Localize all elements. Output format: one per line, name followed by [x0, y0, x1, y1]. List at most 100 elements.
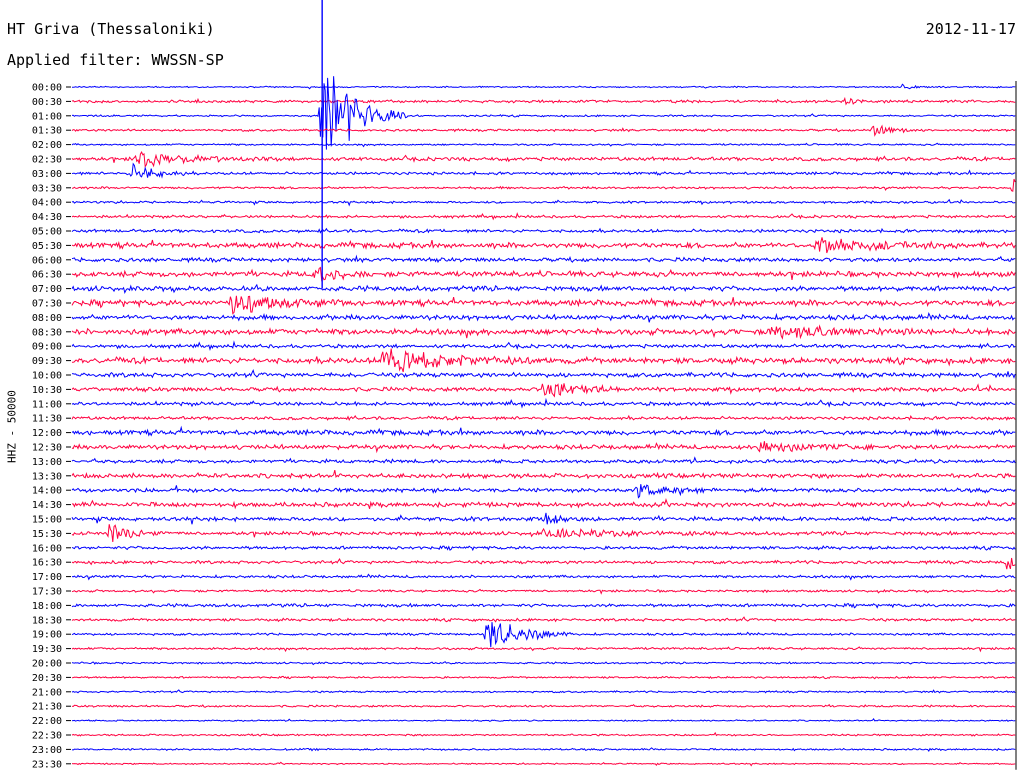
trace-line	[71, 646, 1016, 653]
trace-line	[71, 545, 1016, 552]
row-time-label: 08:00	[32, 313, 62, 324]
trace-line	[71, 340, 1016, 351]
trace-line	[71, 731, 1016, 737]
row-time-label: 18:30	[32, 615, 62, 626]
row-time-label: 14:30	[32, 500, 62, 511]
trace-line	[71, 703, 1016, 708]
trace-line	[71, 689, 1016, 694]
row-time-label: 00:00	[32, 83, 62, 94]
trace-line	[71, 369, 1016, 379]
row-time-label: 10:30	[32, 385, 62, 396]
trace-line	[71, 212, 1016, 221]
row-time-label: 23:30	[32, 759, 62, 770]
row-time-label: 08:30	[32, 327, 62, 338]
row-time-label: 09:00	[32, 342, 62, 353]
trace-line	[71, 227, 1016, 234]
trace-line	[71, 747, 1016, 753]
row-time-label: 19:00	[32, 630, 62, 641]
trace-line	[71, 661, 1016, 666]
trace-line	[71, 295, 1016, 315]
row-time-label: 13:30	[32, 471, 62, 482]
trace-line	[71, 311, 1016, 323]
trace-line	[71, 588, 1016, 595]
row-time-label: 20:30	[32, 673, 62, 684]
row-time-label: 03:30	[32, 183, 62, 194]
row-time-label: 16:30	[32, 558, 62, 569]
row-time-label: 23:00	[32, 745, 62, 756]
trace-line	[71, 76, 1016, 150]
trace-line	[71, 469, 1016, 480]
row-time-label: 12:30	[32, 443, 62, 454]
trace-line	[71, 441, 1016, 454]
trace-line	[71, 718, 1016, 722]
trace-line	[71, 96, 1016, 106]
trace-line	[71, 675, 1016, 680]
trace-line	[71, 425, 1016, 437]
row-time-label: 22:00	[32, 716, 62, 727]
row-time-label: 17:00	[32, 572, 62, 583]
trace-line	[71, 237, 1016, 254]
trace-line	[71, 198, 1016, 207]
row-time-label: 04:30	[32, 212, 62, 223]
row-time-label: 13:00	[32, 457, 62, 468]
trace-line	[71, 557, 1016, 570]
row-time-label: 12:00	[32, 428, 62, 439]
row-time-label: 00:30	[32, 97, 62, 108]
row-time-label: 07:30	[32, 299, 62, 310]
trace-line	[71, 761, 1016, 767]
row-time-label: 03:00	[32, 169, 62, 180]
row-time-label: 11:30	[32, 414, 62, 425]
trace-line	[71, 162, 1016, 179]
trace-line	[71, 414, 1016, 421]
trace-line	[71, 178, 1016, 192]
trace-line	[71, 616, 1016, 623]
trace-line	[71, 348, 1016, 373]
row-time-label: 05:30	[32, 241, 62, 252]
trace-line	[71, 456, 1016, 465]
trace-line	[71, 254, 1016, 264]
trace-line	[71, 324, 1016, 340]
row-time-label: 09:30	[32, 356, 62, 367]
row-time-label: 06:30	[32, 270, 62, 281]
trace-line	[71, 142, 1016, 148]
trace-line	[71, 512, 1016, 525]
trace-line	[71, 151, 1016, 168]
trace-line	[71, 498, 1016, 510]
row-time-label: 06:00	[32, 255, 62, 266]
row-time-label: 07:00	[32, 284, 62, 295]
station-title: HT Griva (Thessaloniki)	[7, 20, 215, 38]
row-time-label: 01:30	[32, 126, 62, 137]
row-time-label: 17:30	[32, 587, 62, 598]
trace-line	[71, 283, 1016, 295]
row-time-label: 20:00	[32, 659, 62, 670]
row-time-label: 16:00	[32, 543, 62, 554]
row-time-label: 05:00	[32, 227, 62, 238]
row-time-label: 04:00	[32, 198, 62, 209]
row-time-label: 21:30	[32, 702, 62, 713]
row-time-label: 19:30	[32, 644, 62, 655]
row-time-label: 18:00	[32, 601, 62, 612]
row-time-label: 01:00	[32, 111, 62, 122]
trace-line	[71, 573, 1016, 581]
trace-line	[71, 83, 1016, 90]
row-time-label: 21:00	[32, 687, 62, 698]
trace-line	[71, 266, 1016, 282]
filter-label: Applied filter: WWSSN-SP	[7, 51, 224, 69]
trace-line	[71, 124, 1016, 137]
row-time-label: 02:30	[32, 155, 62, 166]
row-time-label: 02:00	[32, 140, 62, 151]
row-time-label: 11:00	[32, 399, 62, 410]
date-label: 2012-11-17	[925, 20, 1016, 38]
trace-line	[71, 484, 1016, 499]
trace-line	[71, 602, 1016, 609]
row-time-label: 15:00	[32, 515, 62, 526]
row-time-label: 15:30	[32, 529, 62, 540]
trace-line	[71, 622, 1016, 648]
trace-line	[71, 524, 1016, 542]
row-time-label: 10:00	[32, 371, 62, 382]
trace-line	[71, 397, 1016, 409]
row-time-label: 22:30	[32, 731, 62, 742]
row-time-label: 14:00	[32, 486, 62, 497]
trace-line	[71, 383, 1016, 398]
